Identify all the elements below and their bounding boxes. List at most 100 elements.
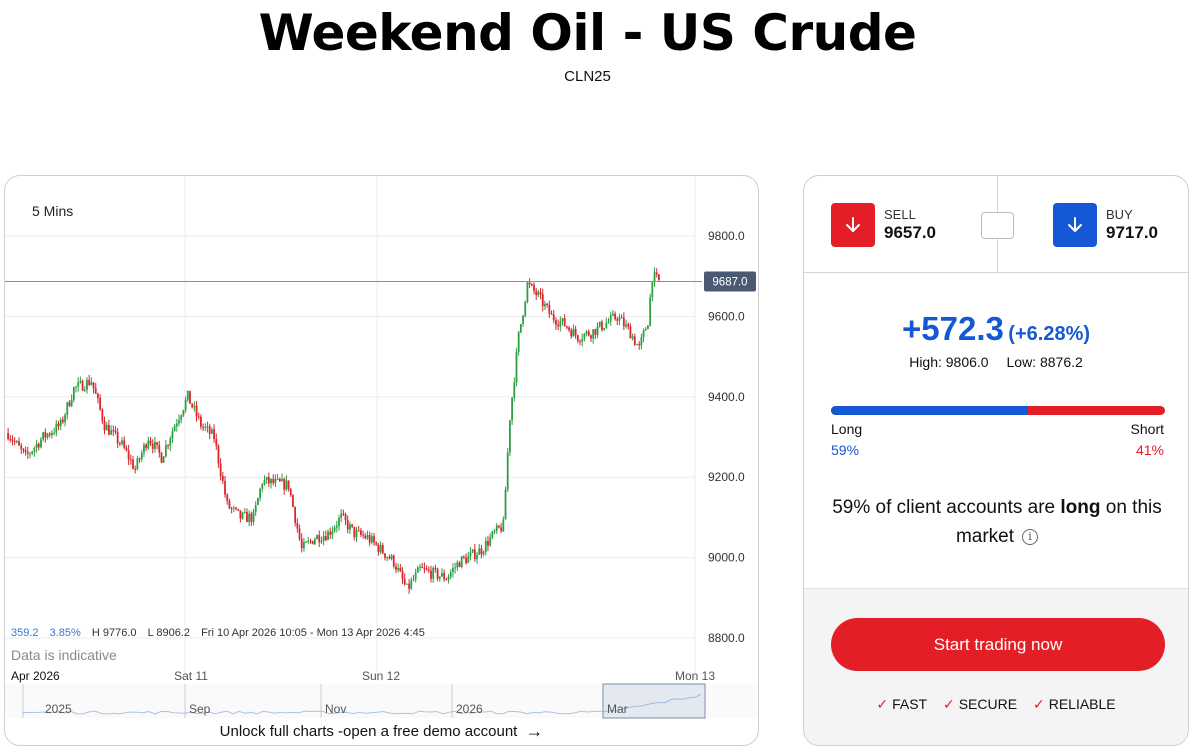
candle-body: [598, 321, 601, 327]
candle-body: [81, 380, 84, 391]
arrow-down-icon[interactable]: [831, 203, 875, 247]
candle-body: [44, 432, 47, 438]
unlock-charts-link[interactable]: Unlock full charts -open a free demo acc…: [5, 721, 758, 742]
navigator-label: Mar: [607, 702, 628, 716]
day-low: Low: 8876.2: [1006, 354, 1083, 370]
feature-label: RELIABLE: [1048, 696, 1116, 712]
candle-body: [467, 556, 470, 563]
candle-body: [625, 324, 627, 327]
candle-body: [473, 549, 476, 560]
candle-body: [200, 416, 202, 427]
candle-body: [287, 480, 290, 489]
candle-body: [596, 326, 599, 335]
candle-body: [555, 320, 557, 325]
candle-body: [224, 480, 226, 495]
quantity-toggle[interactable]: [981, 212, 1014, 239]
candle-body: [83, 389, 86, 391]
price-row: SELL 9657.0 BUY 9717.0: [804, 176, 1188, 273]
candle-body: [498, 525, 500, 528]
candle-body: [649, 297, 652, 326]
candle-body: [568, 327, 570, 331]
candle-body: [403, 578, 406, 585]
candle-body: [533, 284, 535, 291]
candle-body: [22, 448, 25, 451]
feature-item: ✓ SECURE: [943, 696, 1017, 712]
sentiment-text-suffix: on this market: [955, 497, 1162, 547]
candle-body: [579, 340, 581, 342]
price-chart[interactable]: 9800.0 9600.0 9400.0 9200.0 9000.0 8800.0 9687…: [5, 176, 759, 746]
candle-body: [340, 513, 343, 518]
page-title: Weekend Oil - US Crude: [258, 4, 917, 62]
candle-body: [289, 488, 292, 496]
candle-body: [344, 514, 347, 521]
candle-body: [539, 292, 542, 295]
candle-body: [313, 539, 316, 545]
candle-body: [285, 480, 288, 490]
candle-body: [61, 419, 64, 422]
indicative-note: Data is indicative: [11, 647, 117, 663]
candle-body: [362, 534, 364, 536]
candle-body: [283, 478, 286, 490]
candle-body: [303, 541, 305, 549]
candle-body: [272, 478, 275, 483]
candle-body: [278, 478, 281, 482]
candle-body: [75, 386, 77, 388]
candle-body: [29, 453, 31, 455]
candle-body: [281, 478, 283, 482]
candle-body: [68, 402, 71, 406]
candle-body: [647, 325, 649, 330]
candle-body: [11, 439, 14, 442]
candle-body: [522, 315, 524, 324]
candle-body: [156, 442, 159, 445]
candle-body: [572, 328, 575, 337]
candle-body: [338, 517, 340, 526]
candle-body: [292, 495, 294, 507]
candle-body: [638, 344, 641, 346]
candle-body: [46, 433, 49, 438]
unlock-charts-text[interactable]: Unlock full charts -open a free demo acc…: [219, 723, 518, 740]
candle-body: [537, 292, 540, 296]
candle-body: [627, 324, 630, 327]
long-percent: 59%: [831, 442, 860, 458]
candle-body: [548, 305, 551, 314]
price-chart-card: 9800.0 9600.0 9400.0 9200.0 9000.0 8800.0 9687…: [4, 175, 759, 746]
candle-body: [134, 468, 137, 470]
candle-body: [511, 397, 513, 421]
candle-body: [633, 336, 636, 345]
candle-body: [346, 520, 349, 530]
candle-body: [583, 333, 586, 340]
candle-body: [565, 326, 568, 328]
candle-body: [118, 443, 121, 445]
interval-label[interactable]: 5 Mins: [32, 203, 74, 219]
candle-body: [419, 566, 421, 568]
buy-button[interactable]: BUY 9717.0: [1053, 203, 1158, 247]
candle-body: [601, 321, 603, 330]
candle-body: [57, 423, 60, 427]
candle-body: [544, 303, 546, 307]
candle-body: [506, 452, 509, 490]
candle-body: [622, 317, 625, 327]
start-trading-button[interactable]: Start trading now: [831, 618, 1165, 671]
arrow-right-icon[interactable]: →: [525, 721, 544, 741]
change-absolute: +572.3: [901, 310, 1004, 347]
candle-body: [195, 405, 198, 417]
candle-body: [653, 272, 656, 283]
candle-body: [213, 429, 215, 439]
feature-item: ✓ FAST: [876, 696, 927, 712]
candle-body: [546, 303, 549, 306]
candle-body: [298, 528, 301, 539]
candle-body: [469, 552, 472, 557]
candle-body: [217, 445, 220, 464]
info-icon[interactable]: i: [1022, 529, 1039, 545]
candle-body: [397, 567, 400, 570]
candle-body: [250, 513, 253, 522]
candle-body: [381, 545, 384, 554]
candle-body: [445, 579, 448, 581]
buy-label: BUY: [1106, 206, 1133, 222]
arrow-down-icon[interactable]: [1053, 203, 1097, 247]
candle-body: [416, 567, 419, 573]
stat-high: H 9776.0: [91, 627, 137, 639]
candle-body: [129, 459, 132, 461]
candle-body: [94, 388, 97, 394]
sell-button[interactable]: SELL 9657.0: [831, 203, 936, 247]
